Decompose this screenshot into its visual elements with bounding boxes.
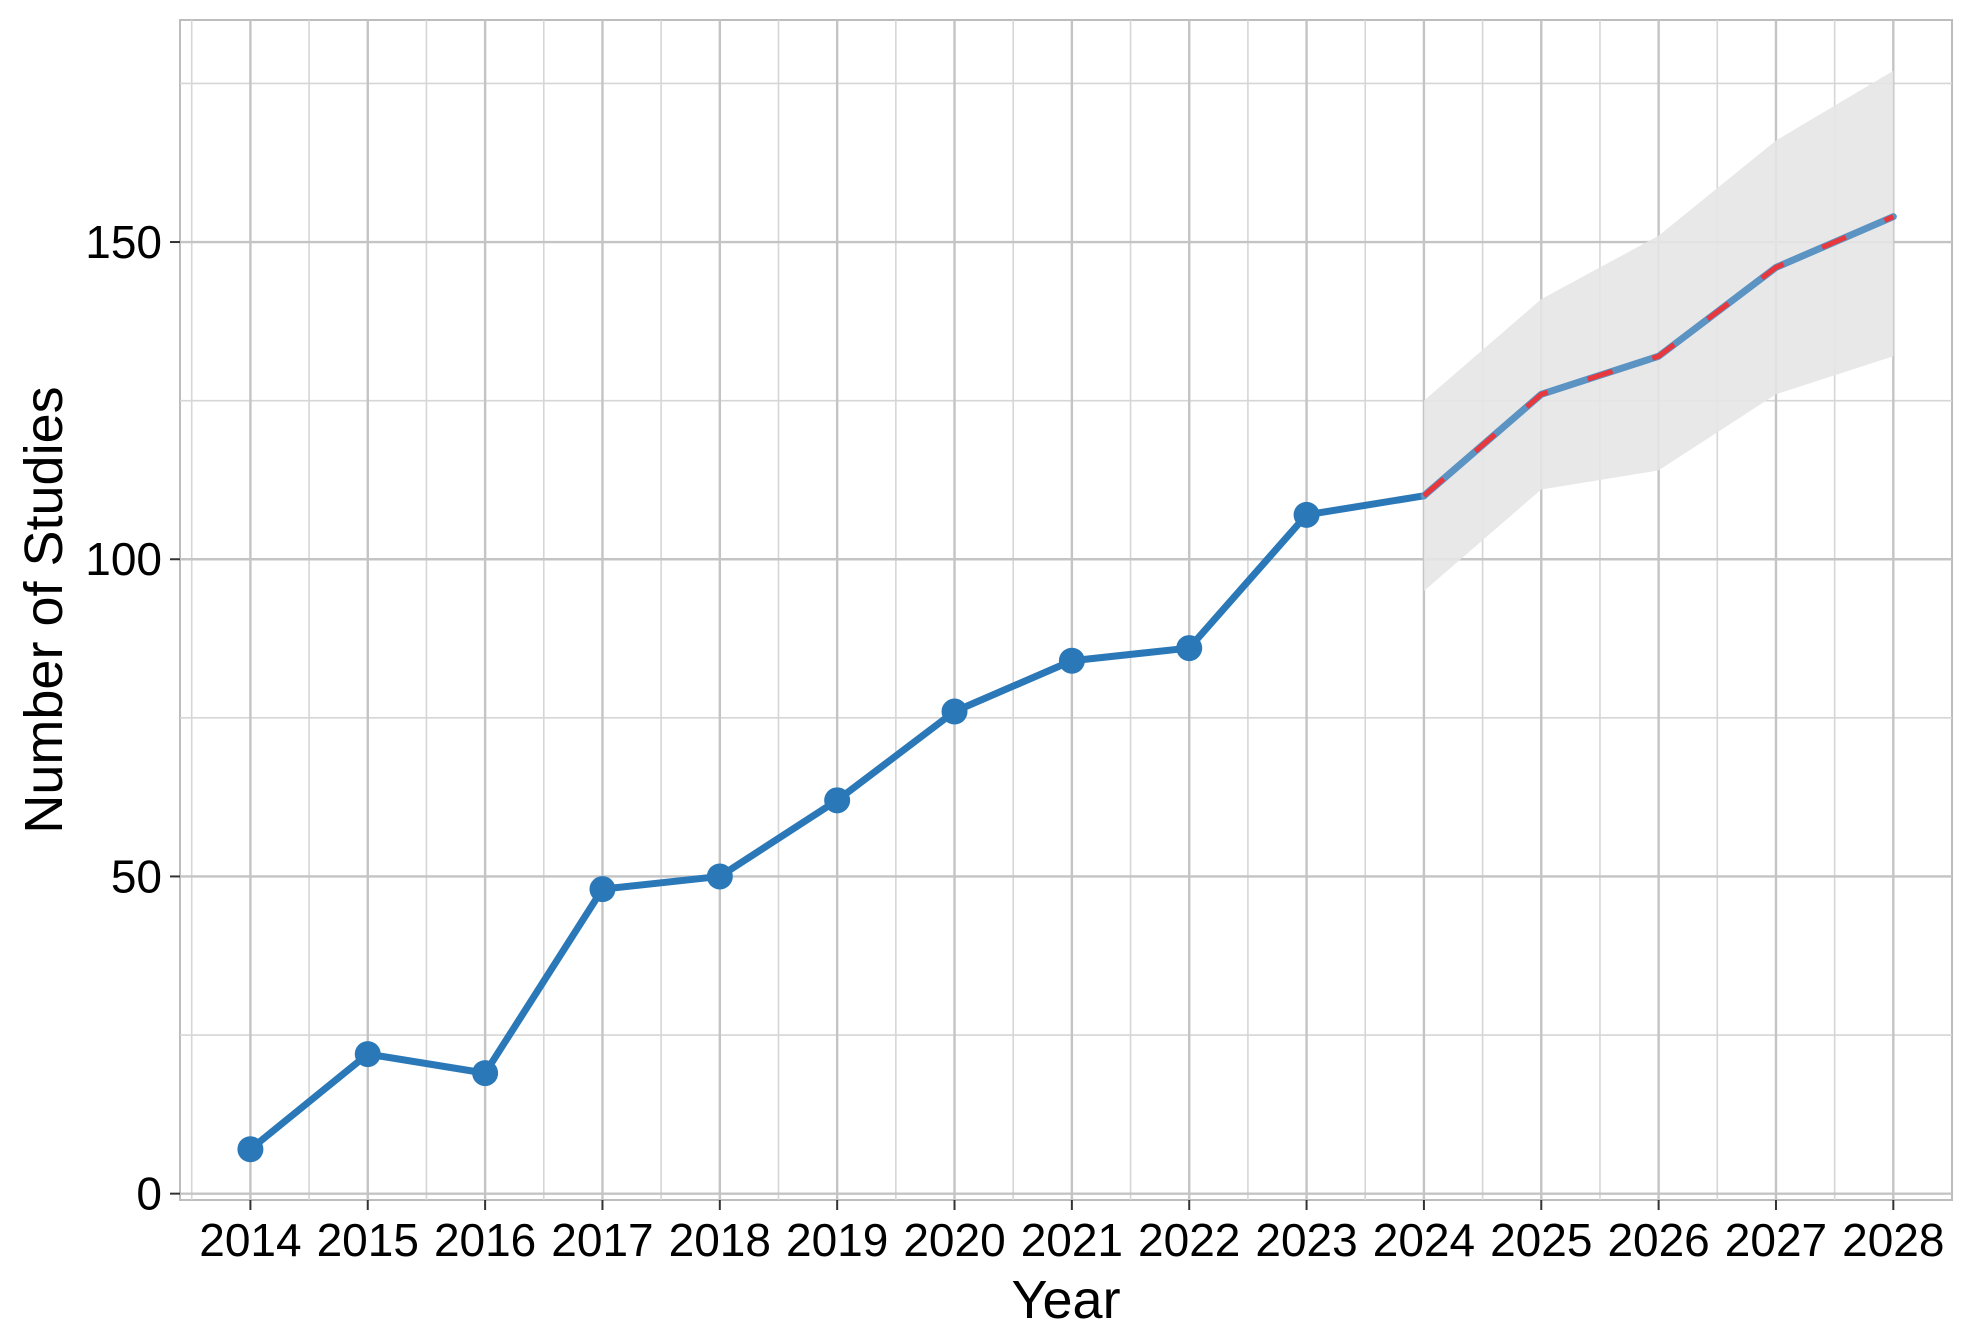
x-tick-label: 2014 [199,1214,301,1266]
data-point [824,787,851,814]
data-point [941,698,968,725]
minor-grid [180,20,1952,1200]
x-tick-label: 2028 [1842,1214,1944,1266]
x-axis-title: Year [1011,1270,1120,1330]
data-point [706,863,733,890]
data-point [354,1041,381,1068]
data-point [589,876,616,903]
x-axis-ticks: 2014 2015 2016 2017 2018 2019 2020 2021 2022 2023… [199,1200,1944,1266]
data-point [237,1136,264,1163]
y-tick-label: 0 [136,1168,162,1220]
points-layer [237,501,1320,1163]
x-tick-label: 2016 [434,1214,536,1266]
x-tick-label: 2024 [1373,1214,1475,1266]
x-tick-label: 2025 [1490,1214,1592,1266]
x-tick-label: 2020 [903,1214,1005,1266]
y-tick-label: 100 [85,533,162,585]
x-tick-label: 2018 [669,1214,771,1266]
x-tick-label: 2027 [1725,1214,1827,1266]
x-tick-label: 2023 [1255,1214,1357,1266]
y-axis-ticks: 0 50 100 150 [85,216,180,1220]
x-tick-label: 2026 [1607,1214,1709,1266]
y-axis-title: Number of Studies [14,386,74,833]
confidence-band [1423,70,1894,591]
x-tick-label: 2021 [1021,1214,1123,1266]
plot-panel [179,19,1953,1201]
data-point [1058,647,1085,674]
forecast-dashed-overlay [1422,214,1895,498]
confidence-band-layer [1423,70,1894,591]
data-point [1293,501,1320,528]
y-tick-label: 50 [111,850,162,902]
data-point [472,1060,499,1087]
x-tick-label: 2015 [317,1214,419,1266]
data-point [1176,635,1203,662]
y-tick-label: 150 [85,216,162,268]
x-tick-label: 2017 [551,1214,653,1266]
x-tick-label: 2022 [1138,1214,1240,1266]
x-tick-label: 2019 [786,1214,888,1266]
